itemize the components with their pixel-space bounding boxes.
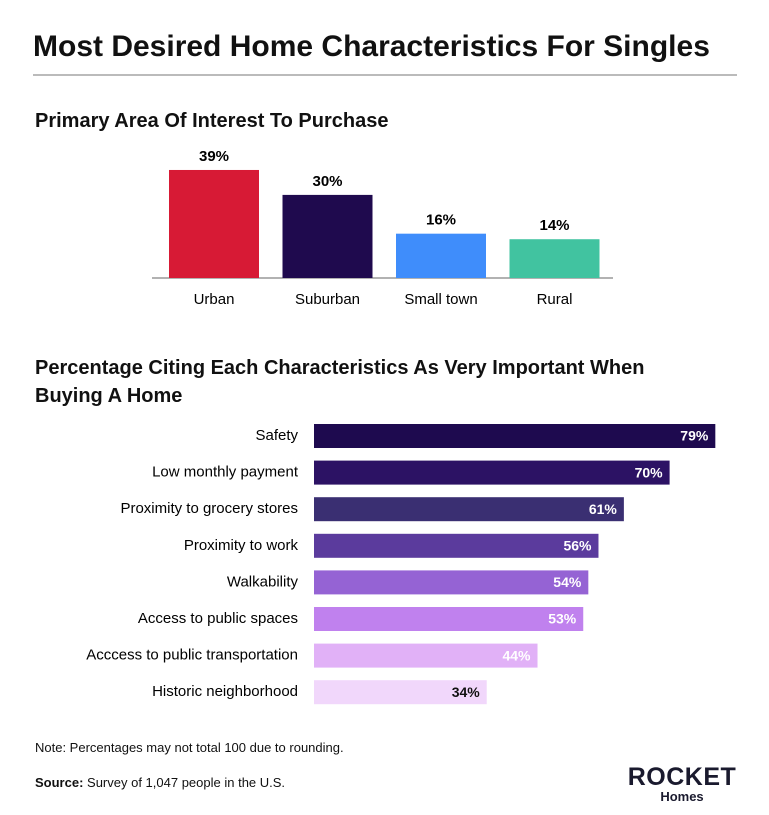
bar [314, 570, 589, 595]
note: Note: Percentages may not total 100 due … [35, 740, 344, 755]
value-label: 53% [548, 611, 577, 627]
value-label: 79% [680, 428, 709, 444]
value-label: 44% [502, 647, 531, 663]
value-label: 30% [312, 173, 342, 190]
value-label: 54% [553, 574, 582, 590]
logo: ROCKET Homes [622, 763, 742, 804]
y-tick-label: Walkability [227, 573, 299, 590]
source-label: Source: [35, 775, 84, 790]
chart-title: Percentage Citing Each Characteristics A… [35, 357, 645, 407]
value-label: 39% [199, 148, 229, 165]
value-label: 70% [635, 464, 664, 480]
x-tick-label: Rural [537, 291, 573, 308]
bar [169, 169, 259, 278]
bar [282, 194, 373, 278]
y-tick-label: Proximity to grocery stores [120, 500, 298, 517]
value-label: 61% [589, 501, 618, 517]
bar [509, 239, 600, 278]
y-tick-label: Acccess to public transportation [86, 647, 298, 664]
value-label: 16% [426, 212, 456, 229]
bar [314, 607, 584, 631]
chart-title: Primary Area Of Interest To Purchase [35, 110, 389, 132]
y-tick-label: Proximity to work [184, 537, 299, 554]
value-label: 56% [563, 538, 592, 554]
x-tick-label: Suburban [295, 291, 360, 308]
y-tick-label: Historic neighborhood [152, 683, 298, 700]
page-title: Most Desired Home Characteristics For Si… [33, 30, 710, 63]
bar [314, 460, 670, 485]
bar [396, 233, 486, 278]
bar [314, 643, 538, 668]
y-tick-label: Safety [255, 427, 298, 444]
bar [314, 497, 624, 522]
x-tick-label: Urban [194, 291, 235, 308]
y-tick-label: Low monthly payment [152, 464, 299, 481]
bar [314, 680, 487, 705]
x-tick-label: Small town [404, 291, 477, 308]
bar [314, 533, 599, 558]
value-label: 14% [539, 217, 569, 234]
bar [314, 424, 716, 448]
y-tick-label: Access to public spaces [138, 610, 298, 627]
source-text: Survey of 1,047 people in the U.S. [87, 775, 286, 790]
value-label: 34% [452, 684, 481, 700]
logo-sub: Homes [660, 789, 704, 804]
logo-brand: ROCKET [627, 763, 737, 791]
divider [33, 74, 737, 76]
source: Source: Survey of 1,047 people in the U.… [35, 775, 285, 790]
